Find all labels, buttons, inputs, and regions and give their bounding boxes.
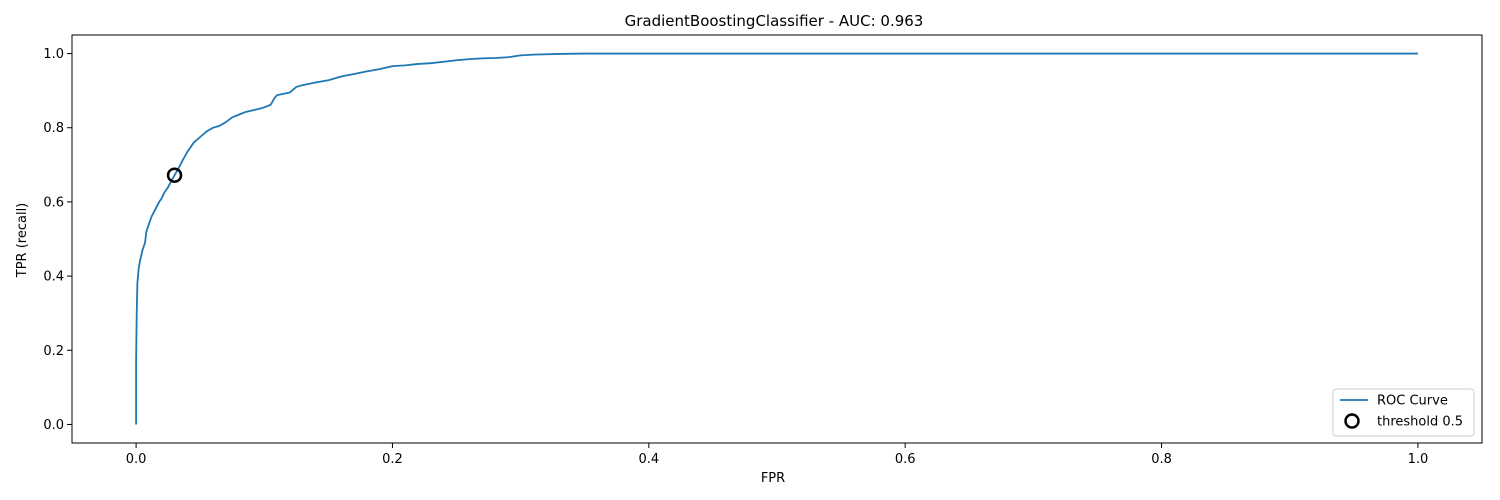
series-group (135, 52, 1418, 425)
x-axis: 0.0 0.2 0.4 0.6 0.8 1.0 (126, 443, 1429, 467)
legend-threshold-marker-icon (1344, 413, 1360, 429)
x-tick-label: 1.0 (1408, 452, 1429, 467)
threshold-point (166, 167, 183, 183)
plot-frame (71, 34, 1483, 444)
y-axis: 0.0 0.2 0.4 0.6 0.8 1.0 (43, 47, 72, 433)
plot-area (71, 34, 1483, 444)
y-tick-label: 1.0 (43, 47, 64, 62)
legend-threshold-label: threshold 0.5 (1377, 415, 1463, 430)
x-tick-label: 0.6 (895, 452, 916, 467)
y-axis-label: TPR (recall) (15, 203, 30, 278)
y-tick-label: 0.0 (43, 418, 64, 433)
chart-title: GradientBoostingClassifier - AUC: 0.963 (625, 12, 924, 30)
legend-roc-label: ROC Curve (1377, 394, 1448, 409)
x-tick-label: 0.4 (638, 452, 659, 467)
y-tick-label: 0.2 (43, 344, 64, 359)
x-tick-label: 0.0 (126, 452, 147, 467)
legend: ROC Curve threshold 0.5 (1332, 388, 1475, 437)
x-axis-label: FPR (761, 471, 785, 486)
roc-curve-line (135, 52, 1418, 425)
legend-box (1332, 388, 1475, 437)
y-tick-label: 0.8 (43, 121, 64, 136)
x-tick-label: 0.2 (382, 452, 403, 467)
y-tick-label: 0.4 (43, 270, 64, 285)
x-tick-label: 0.8 (1151, 452, 1172, 467)
y-tick-label: 0.6 (43, 195, 64, 210)
